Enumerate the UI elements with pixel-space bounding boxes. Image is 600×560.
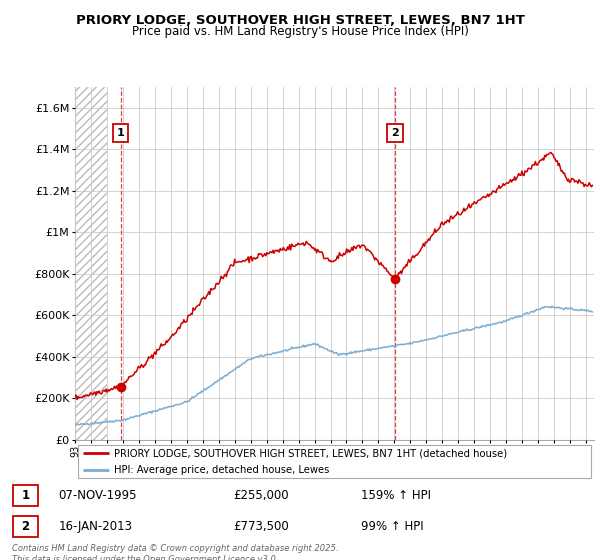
Text: 2: 2 xyxy=(391,128,399,138)
Text: 07-NOV-1995: 07-NOV-1995 xyxy=(59,489,137,502)
Text: £255,000: £255,000 xyxy=(233,489,289,502)
Text: Contains HM Land Registry data © Crown copyright and database right 2025.
This d: Contains HM Land Registry data © Crown c… xyxy=(12,544,338,560)
Text: 1: 1 xyxy=(22,489,29,502)
Text: 2: 2 xyxy=(22,520,29,533)
FancyBboxPatch shape xyxy=(13,486,38,506)
Text: Price paid vs. HM Land Registry's House Price Index (HPI): Price paid vs. HM Land Registry's House … xyxy=(131,25,469,38)
FancyBboxPatch shape xyxy=(13,516,38,537)
Text: 16-JAN-2013: 16-JAN-2013 xyxy=(59,520,133,533)
Text: PRIORY LODGE, SOUTHOVER HIGH STREET, LEWES, BN7 1HT: PRIORY LODGE, SOUTHOVER HIGH STREET, LEW… xyxy=(76,14,524,27)
Text: 99% ↑ HPI: 99% ↑ HPI xyxy=(361,520,424,533)
Text: PRIORY LODGE, SOUTHOVER HIGH STREET, LEWES, BN7 1HT (detached house): PRIORY LODGE, SOUTHOVER HIGH STREET, LEW… xyxy=(114,449,507,458)
Text: HPI: Average price, detached house, Lewes: HPI: Average price, detached house, Lewe… xyxy=(114,465,329,475)
Bar xyxy=(75,87,107,440)
Text: 159% ↑ HPI: 159% ↑ HPI xyxy=(361,489,431,502)
Text: 1: 1 xyxy=(116,128,124,138)
FancyBboxPatch shape xyxy=(77,445,592,478)
Text: £773,500: £773,500 xyxy=(233,520,289,533)
